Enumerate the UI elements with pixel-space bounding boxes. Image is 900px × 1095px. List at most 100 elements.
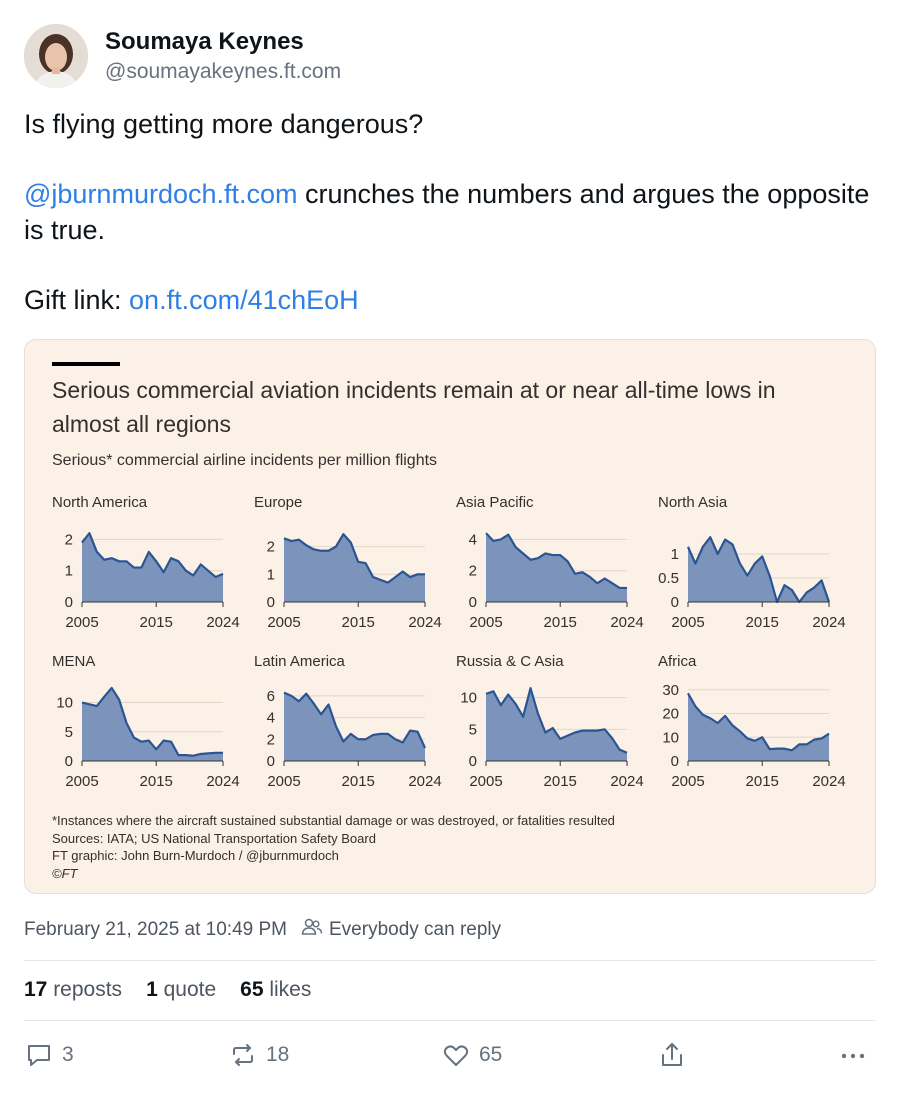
chart-title-mena: MENA	[52, 653, 95, 670]
area-north-america	[82, 533, 223, 602]
ft-title-bar	[52, 362, 120, 366]
y-tick-label: 2	[65, 531, 73, 548]
y-tick-label: 1	[267, 566, 275, 583]
y-tick-label: 10	[460, 690, 477, 707]
reply-count: 3	[62, 1043, 74, 1066]
chart-footnotes: *Instances where the aircraft sustained …	[52, 812, 615, 882]
line-north-asia	[686, 536, 831, 604]
y-tick-label: 2	[267, 731, 275, 748]
people-icon	[301, 917, 323, 943]
copyright: ©FT	[52, 865, 78, 881]
likes-stat[interactable]: 65 likes	[240, 978, 311, 1002]
repost-button[interactable]: 18	[228, 1040, 289, 1070]
area-africa	[688, 693, 829, 761]
y-tick-label: 5	[65, 724, 73, 741]
more-icon	[838, 1040, 868, 1070]
x-tick-label: 2024	[610, 773, 643, 790]
post-text: Is flying getting more dangerous? @jburn…	[24, 106, 874, 318]
x-tick-label: 2024	[206, 614, 239, 631]
area-russia-c-asia	[486, 688, 627, 761]
chart-title-africa: Africa	[658, 653, 697, 670]
y-tick-label: 0	[65, 753, 73, 770]
x-tick-label: 2005	[65, 773, 98, 790]
gift-link[interactable]: on.ft.com/41chEoH	[129, 285, 359, 315]
area-north-asia	[688, 537, 829, 602]
y-tick-label: 20	[662, 706, 679, 723]
y-tick-label: 2	[267, 539, 275, 556]
post-text-line2-rest: crunches the numbers and argues the oppo…	[24, 179, 870, 245]
chart-title-north-america: North America	[52, 494, 148, 511]
y-tick-label: 0	[671, 753, 679, 770]
likes-count: 65	[240, 978, 264, 1001]
reply-button[interactable]: 3	[24, 1040, 74, 1070]
repost-count: 18	[266, 1043, 290, 1066]
x-tick-label: 2024	[408, 773, 441, 790]
share-icon	[657, 1040, 687, 1070]
x-tick-label: 2005	[65, 614, 98, 631]
author-name[interactable]: Soumaya Keynes	[105, 28, 304, 55]
x-tick-label: 2015	[342, 773, 375, 790]
y-tick-label: 6	[267, 688, 275, 705]
author-handle[interactable]: @soumayakeynes.ft.com	[105, 60, 342, 83]
like-icon	[441, 1040, 471, 1070]
x-tick-label: 2005	[469, 614, 502, 631]
chart-title-north-asia: North Asia	[658, 494, 728, 511]
area-mena	[82, 687, 223, 761]
x-tick-label: 2015	[544, 773, 577, 790]
mention-link[interactable]: @jburnmurdoch.ft.com	[24, 179, 298, 209]
x-tick-label: 2015	[746, 773, 779, 790]
reply-icon	[24, 1040, 54, 1070]
post-meta: February 21, 2025 at 10:49 PM Everybody …	[24, 917, 501, 943]
y-tick-label: 1	[671, 546, 679, 563]
y-tick-label: 4	[469, 531, 477, 548]
y-tick-label: 10	[56, 695, 73, 712]
reposts-stat[interactable]: 17 reposts	[24, 978, 122, 1002]
embedded-image-card[interactable]: Serious commercial aviation incidents re…	[24, 339, 876, 894]
gift-label: Gift link:	[24, 285, 130, 315]
divider-bottom	[24, 1020, 876, 1021]
sources: Sources: IATA; US National Transportatio…	[52, 830, 376, 846]
engagement-stats: 17 reposts 1 quote 65 likes	[24, 978, 335, 1002]
y-tick-label: 0	[469, 753, 477, 770]
x-tick-label: 2024	[812, 773, 845, 790]
quotes-count: 1	[146, 978, 158, 1001]
y-tick-label: 0	[671, 594, 679, 611]
chart-subtitle: Serious* commercial airline incidents pe…	[52, 452, 438, 469]
area-asia-pacific	[486, 533, 627, 602]
post-text-line1: Is flying getting more dangerous?	[24, 109, 424, 139]
like-button[interactable]: 65	[441, 1040, 502, 1070]
divider-top	[24, 960, 876, 961]
avatar-image	[24, 24, 88, 88]
chart-title-asia-pacific: Asia Pacific	[456, 494, 534, 511]
chart-title: Serious commercial aviation incidents re…	[52, 377, 776, 437]
x-tick-label: 2024	[408, 614, 441, 631]
x-tick-label: 2015	[544, 614, 577, 631]
x-tick-label: 2005	[267, 773, 300, 790]
y-tick-label: 0	[267, 753, 275, 770]
share-button[interactable]	[657, 1040, 687, 1070]
graphic-credit: FT graphic: John Burn-Murdoch / @jburnmu…	[52, 848, 339, 863]
x-tick-label: 2015	[746, 614, 779, 631]
line-latin-america	[283, 691, 427, 749]
more-button[interactable]	[838, 1040, 868, 1070]
y-tick-label: 2	[469, 563, 477, 580]
chart-title-russia-c-asia: Russia & C Asia	[456, 653, 564, 670]
x-tick-label: 2005	[671, 773, 704, 790]
y-tick-label: 5	[469, 721, 477, 738]
y-tick-label: 0	[267, 594, 275, 611]
avatar[interactable]	[24, 24, 88, 88]
quotes-label: quote	[157, 978, 217, 1001]
like-count: 65	[479, 1043, 503, 1066]
line-north-america	[81, 532, 224, 579]
line-mena	[81, 686, 223, 757]
line-asia-pacific	[485, 532, 627, 590]
y-tick-label: 0	[469, 594, 477, 611]
x-tick-label: 2015	[140, 614, 173, 631]
repost-icon	[228, 1040, 258, 1070]
action-bar: 3 18 65	[0, 1040, 900, 1074]
reply-setting: Everybody can reply	[329, 919, 502, 940]
quotes-stat[interactable]: 1 quote	[146, 978, 216, 1002]
y-tick-label: 0	[65, 594, 73, 611]
timestamp[interactable]: February 21, 2025 at 10:49 PM	[24, 919, 287, 940]
